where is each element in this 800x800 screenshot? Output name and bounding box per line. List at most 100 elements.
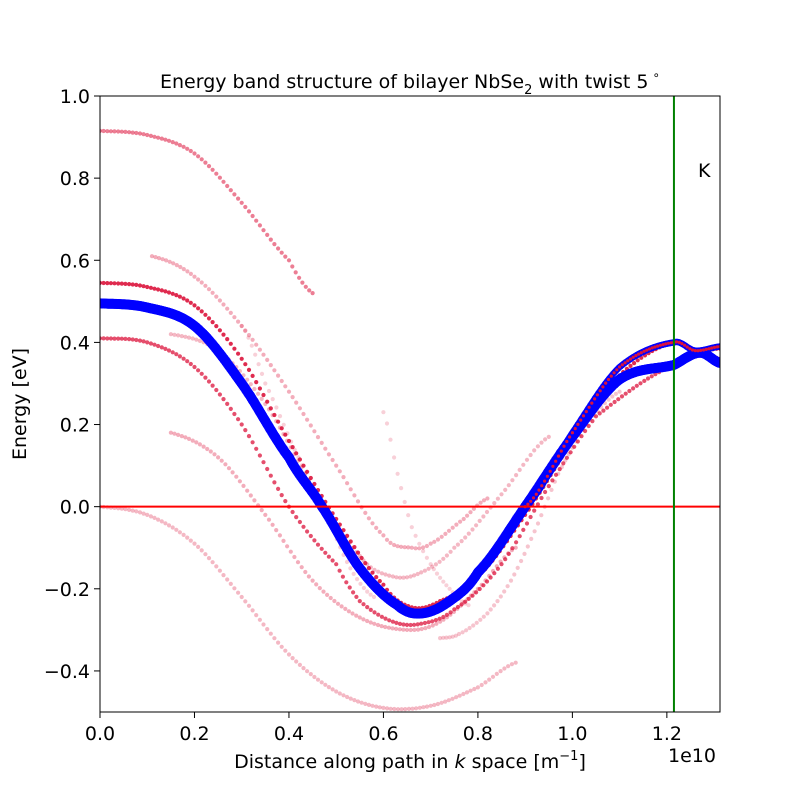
band-point — [355, 499, 361, 504]
band-point — [704, 347, 708, 351]
band-point — [390, 619, 395, 624]
band-point — [119, 281, 124, 286]
band-point — [561, 461, 566, 466]
band-point — [232, 315, 237, 320]
band-point — [232, 411, 237, 417]
band-point — [385, 706, 390, 711]
band-point — [525, 544, 530, 549]
band-point — [334, 689, 339, 694]
band-point — [406, 545, 411, 550]
band-point — [283, 384, 288, 389]
band-point — [172, 431, 177, 436]
band-point — [606, 377, 611, 382]
band-point — [319, 680, 324, 685]
band-point — [488, 575, 493, 580]
band-point — [257, 617, 262, 622]
band-point — [192, 541, 197, 546]
band-point — [587, 405, 591, 409]
band-point — [413, 533, 418, 538]
band-point — [266, 388, 272, 394]
band-point — [506, 483, 511, 488]
band-point — [210, 560, 215, 565]
band-point — [286, 389, 292, 394]
y-axis-title: Energy [eV] — [9, 348, 31, 460]
band-point — [421, 705, 426, 710]
band-point — [149, 254, 155, 259]
band-point — [179, 434, 184, 439]
band-point — [390, 626, 395, 631]
band-point — [134, 130, 139, 136]
band-point — [381, 533, 386, 538]
band-point — [274, 528, 279, 533]
band-point — [294, 400, 299, 405]
band-point — [649, 374, 654, 379]
band-point — [254, 613, 259, 618]
band-point — [412, 622, 417, 627]
band-point — [468, 510, 473, 515]
band-point — [435, 701, 440, 707]
band-point — [712, 345, 717, 349]
band-point — [677, 340, 681, 344]
band-point — [568, 435, 572, 439]
band-point — [424, 555, 429, 560]
band-point — [325, 592, 330, 598]
band-point — [529, 499, 533, 503]
band-point — [177, 294, 182, 299]
band-point — [397, 621, 403, 627]
band-point — [343, 606, 348, 612]
band-point — [612, 399, 617, 405]
band-point — [573, 427, 577, 431]
band-point — [426, 566, 431, 571]
band-point — [386, 625, 391, 630]
band-point — [403, 707, 408, 712]
band-point — [261, 460, 266, 465]
band-point — [246, 209, 252, 214]
band-point — [485, 611, 490, 616]
band-point — [447, 586, 452, 591]
band-points — [100, 128, 720, 712]
band-point — [345, 481, 350, 486]
band-point — [408, 627, 413, 633]
band-point — [377, 579, 382, 584]
band-point — [601, 408, 606, 413]
band-point — [288, 549, 293, 554]
band-point — [375, 622, 381, 628]
band-point — [433, 562, 438, 567]
band-point — [448, 549, 453, 554]
band-point — [438, 636, 443, 641]
band-point — [145, 340, 150, 345]
band-point — [634, 354, 638, 358]
band-point — [432, 702, 437, 708]
band-point — [680, 342, 684, 346]
band-point — [379, 571, 384, 576]
band-point — [552, 479, 557, 484]
band-point — [715, 345, 719, 349]
band-point — [348, 539, 353, 544]
band-point — [417, 546, 422, 551]
band-point — [372, 621, 377, 626]
band-point — [515, 565, 520, 571]
band-point — [159, 519, 164, 524]
band-point — [474, 590, 479, 595]
band-point — [286, 438, 292, 444]
band-point — [285, 438, 290, 443]
band-point — [474, 620, 479, 625]
band-point — [615, 368, 619, 372]
band-point — [584, 410, 588, 414]
band-point — [263, 381, 268, 386]
band-point — [661, 343, 665, 347]
band-point — [214, 294, 219, 299]
band-point — [535, 521, 541, 526]
band-point — [243, 328, 248, 333]
band-point — [123, 281, 128, 286]
band-point — [297, 457, 302, 462]
band-point — [281, 538, 286, 544]
band-point — [416, 627, 421, 632]
band-point — [455, 606, 460, 611]
projected-band-1 — [100, 280, 720, 611]
band-point — [249, 343, 254, 348]
band-point — [639, 351, 643, 355]
band-point — [112, 129, 117, 134]
band-point — [512, 572, 517, 577]
band-point — [428, 703, 433, 708]
